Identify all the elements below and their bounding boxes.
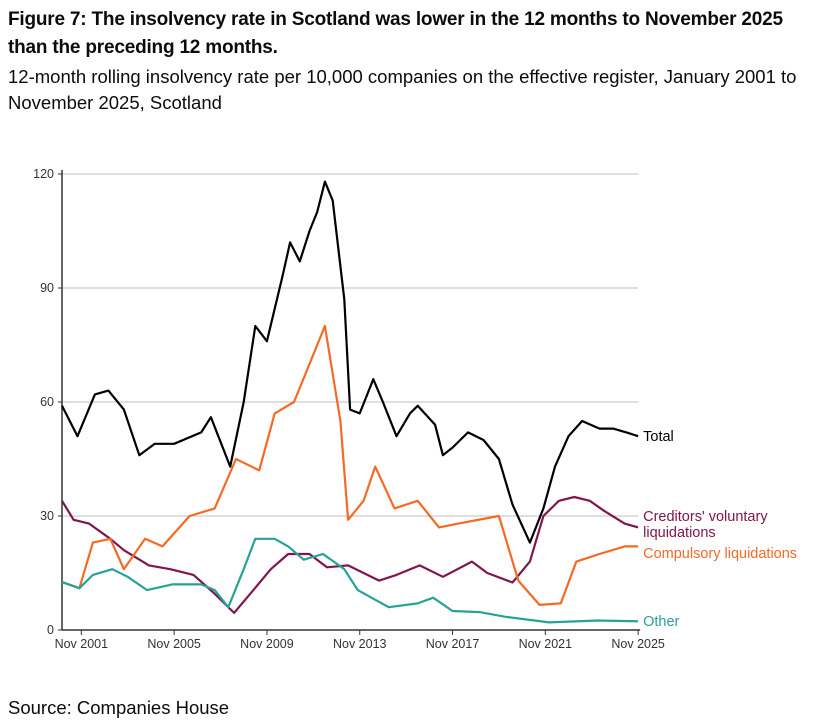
- series-label-line: liquidations: [643, 525, 716, 541]
- x-tick-label: Nov 2013: [333, 637, 387, 651]
- y-tick-label: 30: [40, 509, 54, 523]
- x-tick-label: Nov 2021: [519, 637, 573, 651]
- x-tick-label: Nov 2001: [55, 637, 109, 651]
- series-line-creditors-voluntary-liquidations: [61, 495, 639, 614]
- x-tick-label: Nov 2005: [147, 637, 201, 651]
- y-tick-label: 90: [40, 281, 54, 295]
- figure-title: Figure 7: The insolvency rate in Scotlan…: [8, 9, 783, 58]
- y-tick-label: 120: [33, 167, 54, 181]
- figure-subtitle: 12-month rolling insolvency rate per 10,…: [8, 66, 797, 113]
- x-tick-label: Nov 2017: [426, 637, 480, 651]
- figure-header: Figure 7: The insolvency rate in Scotlan…: [8, 6, 813, 116]
- series-line-compulsory-liquidations: [61, 324, 639, 606]
- series-line-other: [61, 537, 639, 624]
- y-tick-label: 60: [40, 395, 54, 409]
- series-label: Compulsory liquidations: [643, 546, 797, 562]
- source-note: Source: Companies House: [8, 697, 230, 718]
- series-label-line: Creditors' voluntary: [643, 509, 768, 525]
- series-label: Other: [643, 614, 679, 630]
- y-tick-label: 0: [47, 623, 54, 637]
- series-label: Total: [643, 429, 674, 445]
- x-tick-label: Nov 2025: [611, 637, 665, 651]
- series-label: Creditors' voluntary liquidations: [643, 509, 768, 541]
- x-tick-label: Nov 2009: [240, 637, 294, 651]
- series-line-total: [61, 180, 639, 544]
